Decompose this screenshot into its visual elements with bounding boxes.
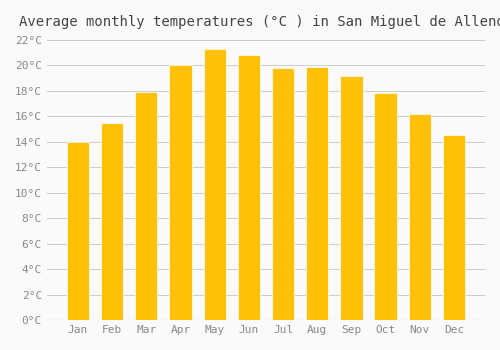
Bar [306,66,328,320]
Bar [135,92,158,320]
Bar [170,65,192,320]
Bar [340,76,362,320]
Bar [443,135,465,320]
Bar [374,93,396,320]
Bar [67,142,89,320]
Bar [101,123,123,320]
Bar [204,49,226,320]
Title: Average monthly temperatures (°C ) in San Miguel de Allende: Average monthly temperatures (°C ) in Sa… [19,15,500,29]
Bar [408,114,431,320]
Bar [238,55,260,320]
Bar [272,68,294,320]
